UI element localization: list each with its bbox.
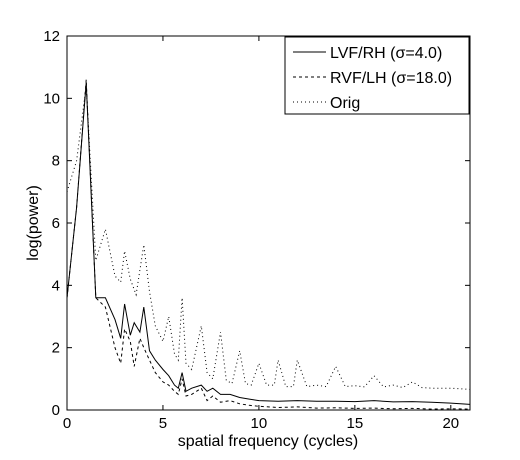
x-axis-label: spatial frequency (cycles) [178,433,359,450]
x-tick-label: 20 [442,415,459,432]
x-tick-label: 15 [347,415,364,432]
y-tick-label: 10 [43,90,60,107]
series-layer [66,79,471,410]
legend: LVF/RH (σ=4.0) RVF/LH (σ=18.0) Orig [284,36,470,115]
legend-label-series-3: Orig [330,95,360,112]
y-axis-label: log(power) [25,185,42,261]
x-tick-label: 5 [159,415,167,432]
series-line-3 [66,85,471,390]
y-tick-label: 0 [52,402,60,419]
legend-box [284,36,470,115]
series-line-2 [66,79,471,410]
legend-label-series-2: RVF/LH (σ=18.0) [330,70,452,87]
x-tick-label: 10 [251,415,268,432]
y-tick-label: 4 [52,277,60,294]
series-line-1 [66,82,471,405]
y-tick-label: 12 [43,28,60,45]
legend-label-series-1: LVF/RH (σ=4.0) [330,45,442,62]
y-tick-label: 2 [52,340,60,357]
x-tick-label: 0 [63,415,71,432]
y-tick-label: 6 [52,215,60,232]
y-tick-label: 8 [52,153,60,170]
